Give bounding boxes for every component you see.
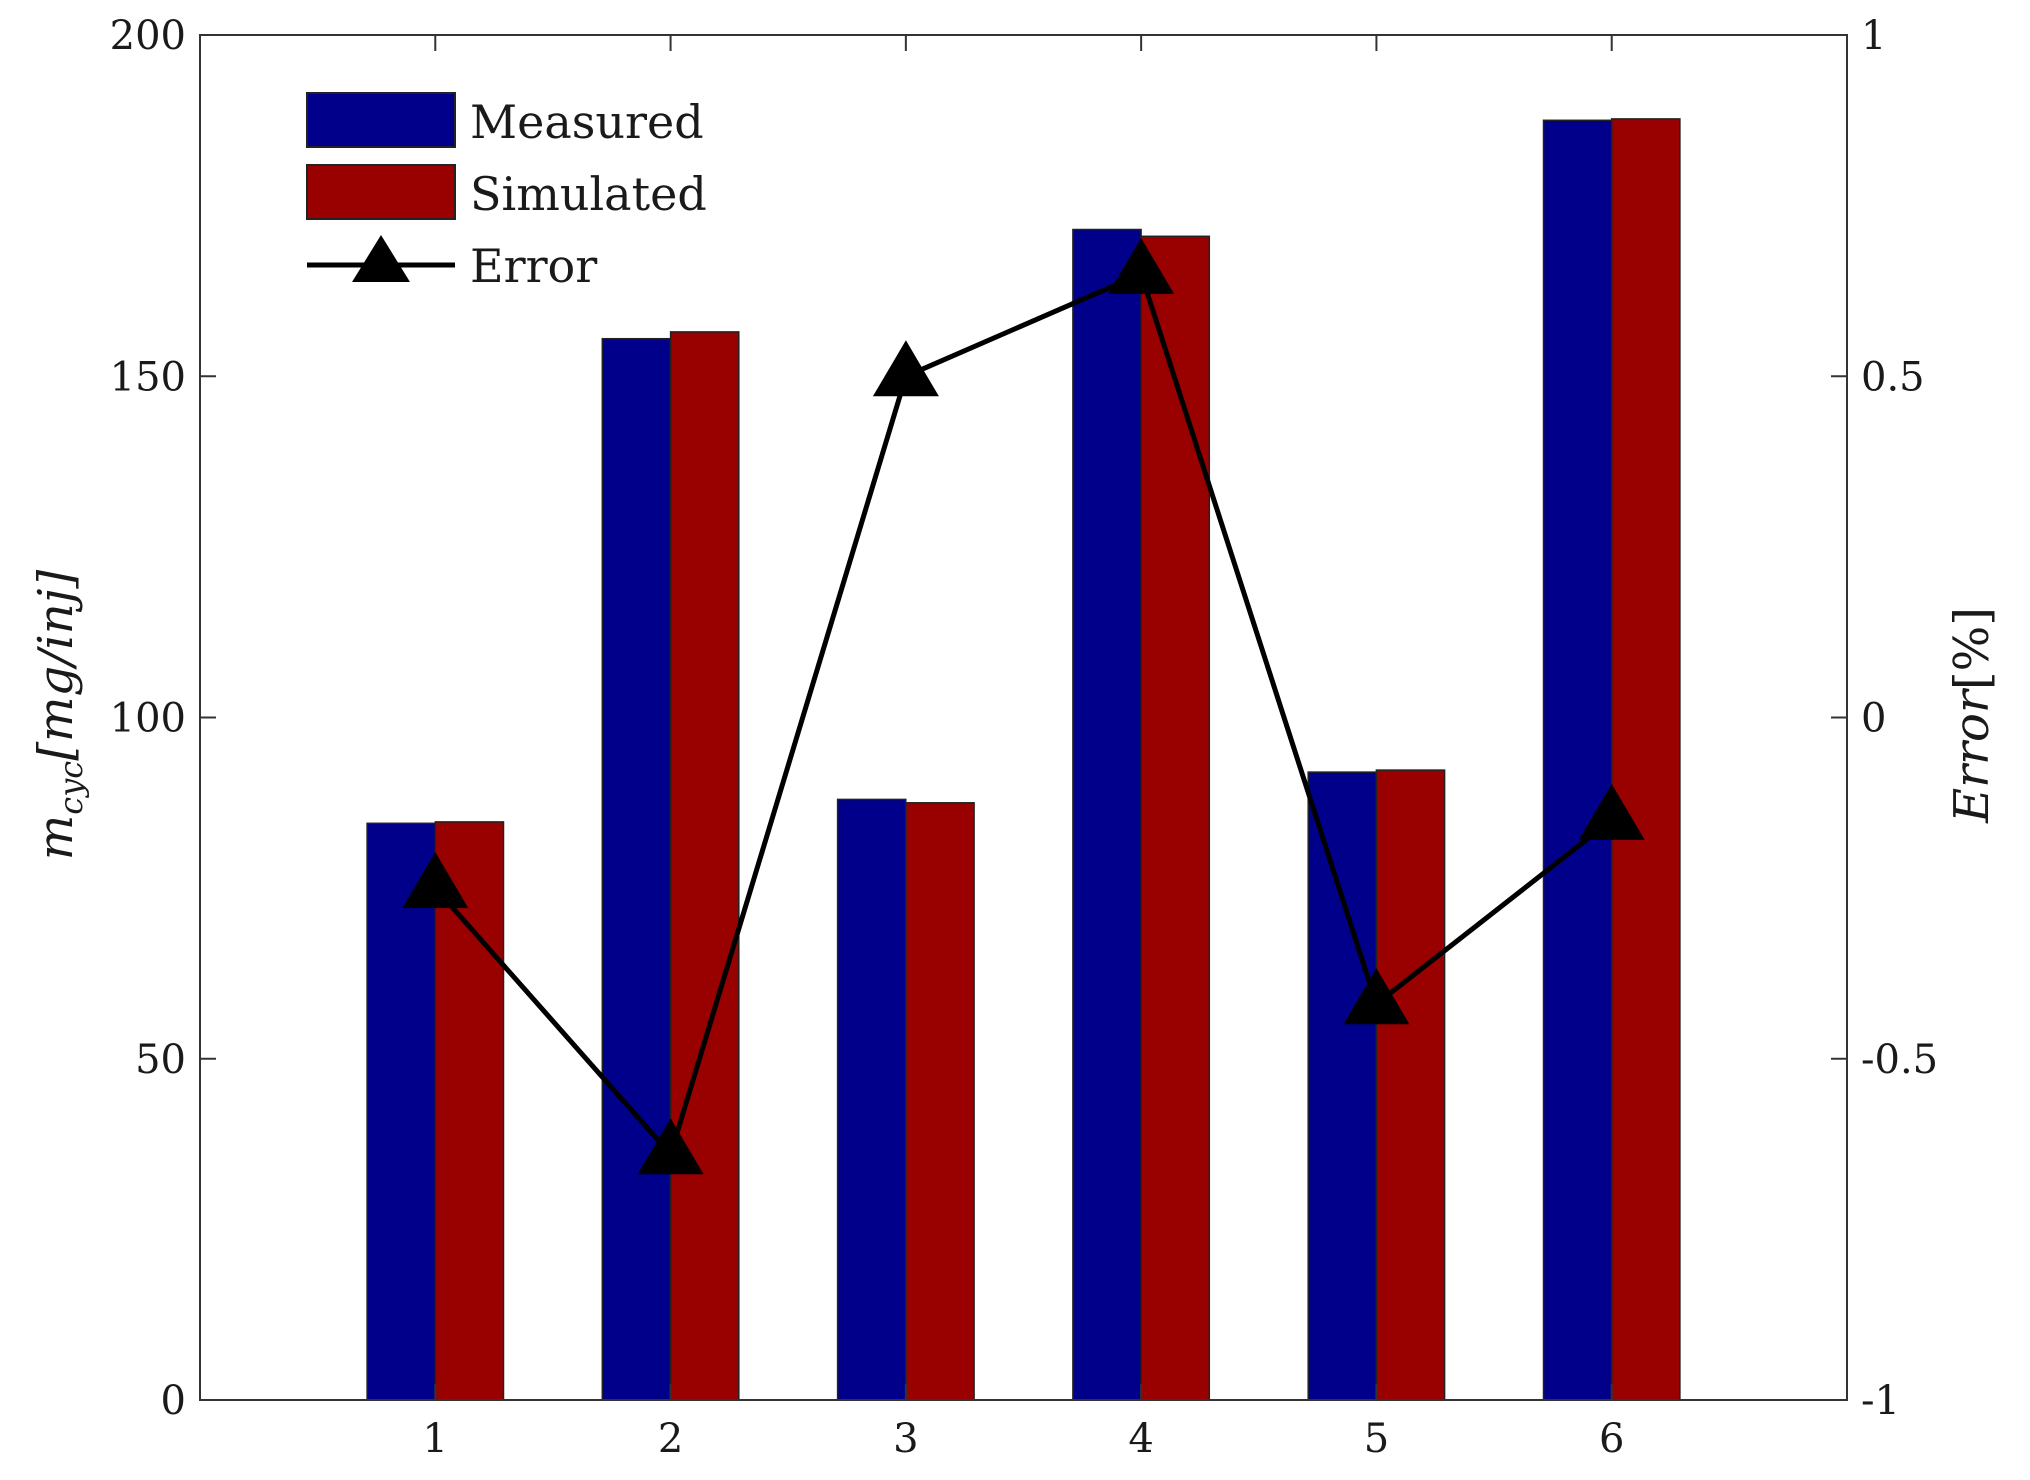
left-axis-label: mcyc[mg/inj] [28,570,90,861]
bar-measured-2 [601,337,672,1401]
error-marker-3 [872,340,939,397]
error-marker-5 [1343,968,1410,1025]
bar-simulated-1 [434,821,505,1401]
right-axis-label: Error[%] [1944,607,2000,824]
ticks-layer: 0 50 100 150 200 -1 -0.5 0 0.5 1 1 2 3 4 5 6 [110,13,1939,1462]
left-tick-label-0: 0 [161,1378,186,1424]
right-axis-label-main: Error [1944,687,2000,824]
legend-label-error: Error [470,239,597,293]
bar-measured-4 [1072,228,1142,1401]
right-axis-label-rest: [%] [1944,607,2000,690]
error-line-layer [402,237,1645,1175]
x-tick-label-6: 6 [1599,1416,1624,1462]
right-tick-label-0: 0 [1861,696,1886,742]
legend: Measured Simulated Error [306,92,707,293]
bar-simulated-6 [1610,118,1681,1401]
right-tick-label-1: 1 [1861,13,1886,59]
left-axis-label-main: m [28,815,84,861]
left-axis-label-rest: [mg/inj] [28,570,84,761]
x-tick-label-4: 4 [1128,1416,1153,1462]
left-tick-label-100: 100 [110,696,186,742]
error-line [433,271,1614,1157]
error-marker-1 [402,852,469,909]
legend-label-simulated: Simulated [470,167,707,221]
bar-measured-5 [1307,771,1378,1401]
x-tick-label-2: 2 [658,1416,683,1462]
legend-marker-error [352,235,410,282]
error-marker-6 [1578,783,1645,840]
error-marker-2 [637,1118,704,1175]
legend-label-measured: Measured [470,95,704,149]
bar-simulated-3 [905,802,975,1401]
left-tick-label-150: 150 [110,354,186,400]
bar-simulated-4 [1140,235,1211,1401]
bar-simulated-5 [1375,769,1446,1401]
x-tick-label-1: 1 [423,1416,448,1462]
left-tick-label-200: 200 [110,13,186,59]
error-marker-4 [1108,237,1175,294]
legend-swatch-measured [306,92,456,148]
right-tick-label--1: -1 [1861,1378,1900,1424]
x-tick-label-5: 5 [1364,1416,1389,1462]
legend-swatch-simulated [306,164,456,220]
right-tick-label-0.5: 0.5 [1861,354,1925,400]
left-axis-label-sub: cyc [52,761,90,815]
bar-measured-3 [836,798,907,1401]
x-tick-label-3: 3 [893,1416,918,1462]
right-tick-label--0.5: -0.5 [1861,1037,1938,1083]
bars-layer [366,118,1681,1401]
left-tick-label-50: 50 [135,1037,186,1083]
bar-measured-1 [366,822,437,1401]
bar-measured-6 [1542,119,1613,1401]
bar-simulated-2 [669,331,740,1401]
